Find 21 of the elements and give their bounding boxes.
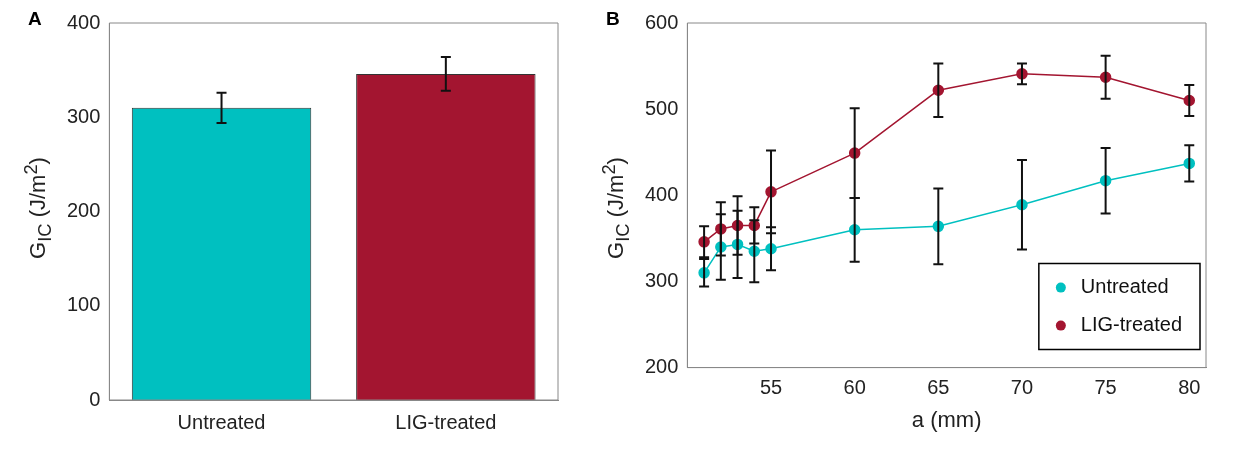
chart-title: A — [28, 8, 42, 30]
x-tick-label: 80 — [1178, 376, 1201, 399]
x-tick-label: 55 — [759, 376, 783, 399]
y-tick-label: 400 — [644, 182, 679, 205]
legend-label: LIG-treated — [1080, 313, 1183, 336]
y-tick-label: 200 — [66, 199, 101, 222]
y-tick-label: 300 — [66, 104, 101, 127]
x-tick-label: 65 — [927, 376, 950, 399]
y-tick-label: 400 — [66, 10, 101, 33]
y-tick-label: 500 — [644, 96, 679, 119]
x-tick-label: 75 — [1094, 376, 1117, 399]
legend-label: Untreated — [1080, 275, 1169, 298]
x-tick-label: 60 — [843, 376, 866, 399]
x-tick-label: 70 — [1010, 376, 1034, 399]
y-tick-label: 200 — [644, 355, 679, 378]
chart-title: B — [606, 8, 620, 30]
y-tick-label: 0 — [89, 387, 101, 410]
y-tick-label: 600 — [644, 10, 679, 33]
y-tick-label: 100 — [66, 293, 101, 316]
y-tick-label: 300 — [644, 268, 679, 291]
x-axis-title: a (mm) — [911, 406, 982, 432]
